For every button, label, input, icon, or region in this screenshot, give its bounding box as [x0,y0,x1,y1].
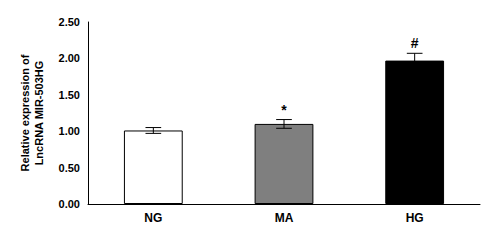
svg-text:LncRNA MIR-503HG: LncRNA MIR-503HG [33,61,45,166]
svg-text:2.00: 2.00 [59,52,80,64]
svg-text:0.50: 0.50 [59,162,80,174]
svg-text:2.50: 2.50 [59,16,80,28]
svg-text:1.50: 1.50 [59,89,80,101]
svg-text:MA: MA [275,211,294,225]
svg-text:1.00: 1.00 [59,125,80,137]
svg-text:0.00: 0.00 [59,198,80,210]
svg-text:Relative expression of: Relative expression of [19,54,31,171]
svg-text:*: * [281,102,287,118]
svg-text:HG: HG [406,211,424,225]
svg-text:NG: NG [144,211,162,225]
svg-text:#: # [411,35,419,51]
